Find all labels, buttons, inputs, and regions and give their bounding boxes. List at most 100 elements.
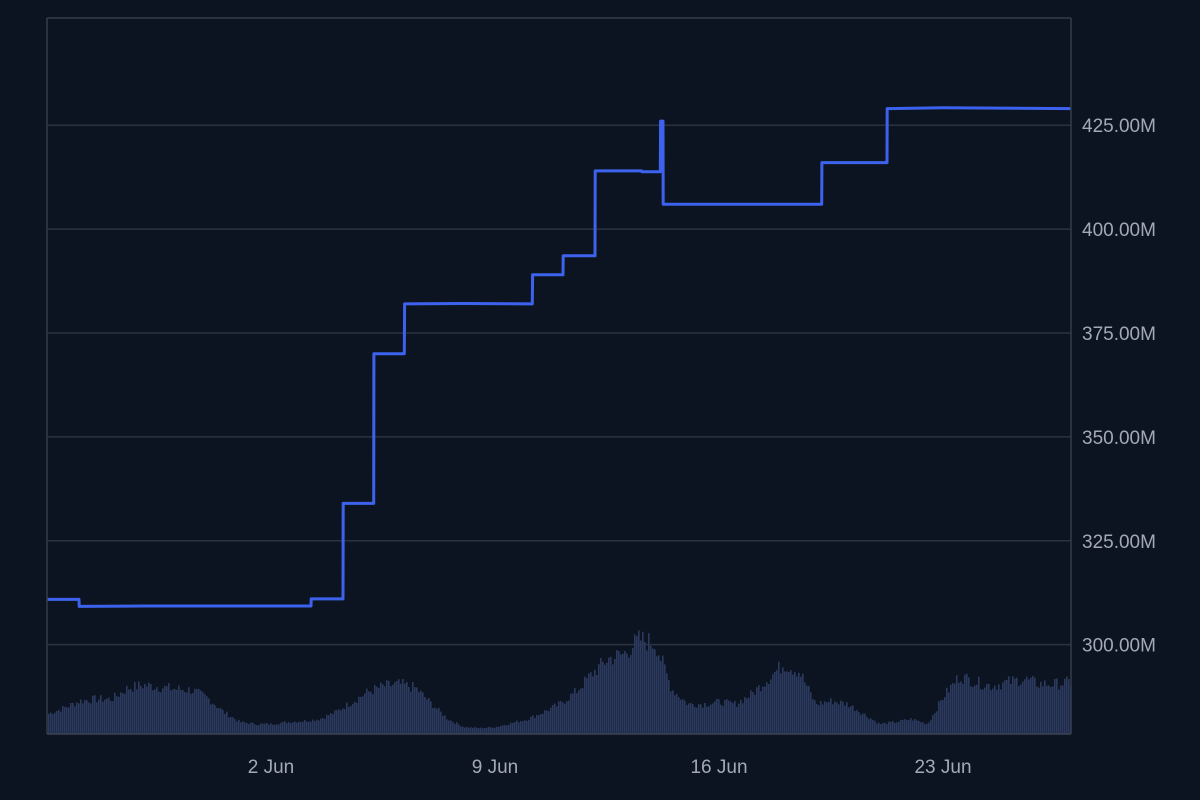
volume-bar	[360, 696, 362, 734]
volume-bar	[964, 674, 966, 734]
volume-bar	[838, 704, 840, 734]
volume-bar	[352, 703, 354, 734]
volume-bar	[714, 701, 716, 734]
volume-bar	[980, 689, 982, 734]
volume-bar	[836, 702, 838, 734]
volume-bar	[520, 721, 522, 734]
volume-bar	[690, 702, 692, 734]
volume-bar	[210, 704, 212, 734]
volume-bar	[704, 703, 706, 734]
volume-bar	[578, 690, 580, 734]
volume-bar	[136, 689, 138, 734]
volume-bar	[550, 707, 552, 734]
volume-bar	[494, 727, 496, 734]
y-tick-label: 325.00M	[1082, 532, 1156, 553]
volume-bar	[344, 709, 346, 734]
volume-bar	[58, 709, 60, 734]
volume-bar	[940, 700, 942, 734]
volume-bar	[152, 690, 154, 734]
volume-bar	[588, 673, 590, 734]
volume-bar	[408, 686, 410, 734]
volume-bar	[382, 684, 384, 734]
volume-bar	[1064, 678, 1066, 734]
volume-bar	[906, 720, 908, 734]
volume-bar	[952, 683, 954, 734]
volume-bar	[248, 724, 250, 734]
volume-bar	[378, 687, 380, 734]
volume-bar	[326, 714, 328, 734]
volume-bar	[322, 718, 324, 734]
volume-bar	[922, 722, 924, 734]
volume-bar	[740, 699, 742, 734]
volume-bar	[866, 716, 868, 734]
volume-bar	[452, 722, 454, 734]
volume-bar	[1052, 686, 1054, 734]
volume-bar	[676, 693, 678, 734]
volume-bar	[944, 697, 946, 734]
volume-bar	[390, 686, 392, 734]
volume-bar	[354, 701, 356, 734]
volume-bar	[610, 656, 612, 734]
volume-bar	[446, 719, 448, 734]
volume-bar	[96, 702, 98, 734]
volume-bar	[586, 678, 588, 734]
volume-bar	[564, 703, 566, 734]
volume-bar	[748, 697, 750, 734]
volume-bar	[872, 719, 874, 734]
volume-bar	[1020, 684, 1022, 734]
volume-bar	[538, 715, 540, 734]
volume-bar	[968, 677, 970, 734]
volume-bar	[596, 675, 598, 734]
volume-bar	[200, 690, 202, 734]
volume-bar	[108, 697, 110, 734]
volume-bar	[358, 696, 360, 734]
volume-bar	[456, 722, 458, 734]
volume-bar	[604, 664, 606, 734]
volume-bar	[220, 708, 222, 734]
x-tick-label: 16 Jun	[690, 757, 747, 778]
volume-bar	[776, 670, 778, 734]
volume-bar	[188, 687, 190, 734]
volume-bar	[490, 727, 492, 734]
volume-bar	[124, 693, 126, 734]
volume-bar	[910, 718, 912, 734]
volume-bar	[464, 727, 466, 734]
volume-bar	[228, 717, 230, 734]
volume-bar	[1018, 686, 1020, 734]
volume-bar	[936, 711, 938, 734]
volume-bar	[630, 654, 632, 734]
volume-bar	[466, 726, 468, 734]
volume-bar	[178, 685, 180, 734]
volume-bar	[972, 687, 974, 734]
volume-bar	[778, 661, 780, 734]
volume-bar	[268, 724, 270, 734]
volume-bar	[1016, 677, 1018, 734]
volume-bar	[522, 721, 524, 734]
volume-bar	[736, 706, 738, 734]
volume-bar	[384, 686, 386, 734]
volume-bar	[914, 718, 916, 734]
volume-bar	[78, 703, 80, 734]
volume-bar	[1000, 689, 1002, 734]
volume-bar	[470, 727, 472, 734]
volume-bar	[544, 710, 546, 734]
volume-bar	[734, 700, 736, 734]
volume-bar	[926, 723, 928, 734]
volume-bar	[710, 704, 712, 734]
volume-bar	[576, 693, 578, 734]
volume-bar	[468, 727, 470, 734]
volume-bar	[186, 692, 188, 734]
volume-bar	[218, 708, 220, 734]
volume-bar	[176, 689, 178, 734]
volume-bar	[240, 722, 242, 734]
plot-frame	[46, 17, 1072, 735]
volume-bar	[762, 686, 764, 734]
volume-bar	[102, 701, 104, 734]
gridlines	[47, 124, 1071, 646]
volume-bar	[290, 723, 292, 734]
volume-bar	[534, 717, 536, 734]
volume-bar	[86, 700, 88, 734]
volume-bar	[336, 710, 338, 734]
volume-bar	[546, 710, 548, 734]
volume-bar	[110, 700, 112, 734]
